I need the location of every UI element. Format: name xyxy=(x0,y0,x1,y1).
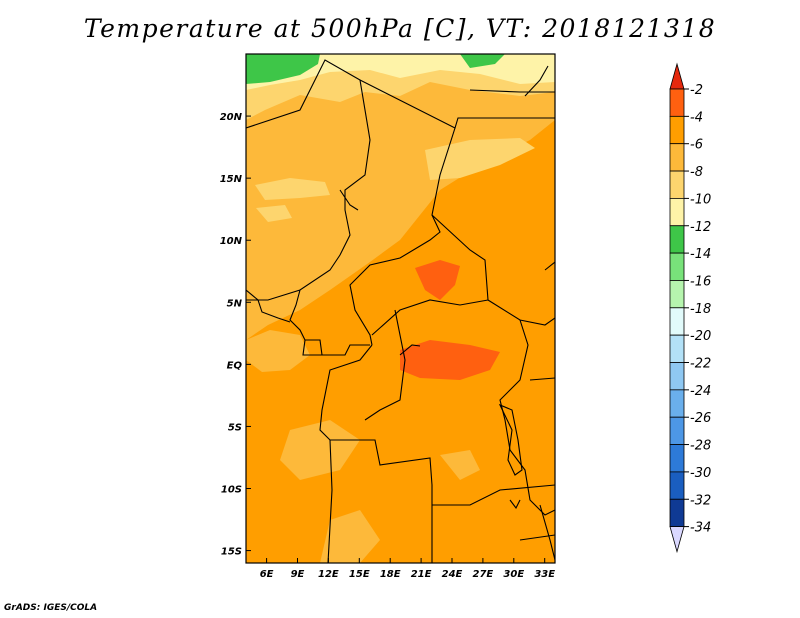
colorbar-level-label: -28 xyxy=(690,439,711,454)
country-borders xyxy=(246,59,555,563)
colorbar-level-label: -30 xyxy=(690,466,711,481)
colorbar-swatch xyxy=(669,197,685,227)
colorbar-swatch xyxy=(669,307,685,336)
map-frame xyxy=(245,53,556,564)
lon-tick-label: 9E xyxy=(291,569,305,580)
colorbar-level-label: -16 xyxy=(690,274,711,289)
colorbar-level-label: -8 xyxy=(690,165,703,180)
lat-tick-label: 20N xyxy=(220,112,243,123)
lon-tick-label: 12E xyxy=(318,569,339,580)
lon-tick-label: 21E xyxy=(411,569,432,580)
map-title: Temperature at 500hPa [C], VT: 201812131… xyxy=(83,14,717,43)
lon-tick-label: 33E xyxy=(534,569,555,580)
lon-tick-label: 30E xyxy=(503,569,524,580)
colorbar-swatch xyxy=(669,389,685,418)
colorbar-swatch xyxy=(669,143,685,172)
colorbar-level-label: -4 xyxy=(690,110,703,125)
colorbar-level-label: -14 xyxy=(690,247,711,262)
colorbar-swatch xyxy=(669,334,685,363)
colorbar-swatch xyxy=(669,280,685,309)
lon-tick-label: 6E xyxy=(260,569,274,580)
lon-tick-label: 18E xyxy=(380,569,401,580)
lat-tick-label: 5S xyxy=(228,422,242,433)
colorbar-swatch xyxy=(669,225,685,254)
colorbar-swatch xyxy=(669,362,685,391)
grads-credit: GrADS: IGES/COLA xyxy=(4,603,98,613)
colorbar-level-label: -20 xyxy=(690,329,711,344)
latitude-axis: 20N 15N 10N 5N EQ 5S 10S 15S xyxy=(220,112,251,558)
colorbar-swatch xyxy=(669,498,685,528)
colorbar-level-label: -6 xyxy=(690,138,703,153)
lat-tick-label: 10N xyxy=(220,236,243,247)
colorbar-level-label: -34 xyxy=(690,521,711,536)
colorbar-swatch xyxy=(669,115,685,145)
colorbar-level-label: -12 xyxy=(690,220,711,235)
colorbar-swatch xyxy=(669,170,685,199)
lat-tick-label: 5N xyxy=(227,298,243,309)
lat-tick-label: 15N xyxy=(220,174,243,185)
colorbar-top-arrow xyxy=(669,62,685,90)
colorbar-level-label: -2 xyxy=(690,83,703,98)
colorbar-swatch xyxy=(669,444,685,473)
colorbar-swatch xyxy=(669,416,685,445)
lon-tick-label: 27E xyxy=(473,569,494,580)
lat-tick-label: EQ xyxy=(227,360,243,371)
lat-tick-label: 15S xyxy=(221,547,242,558)
colorbar-swatch xyxy=(669,471,685,500)
colorbar-swatch xyxy=(669,252,685,281)
lon-tick-label: 15E xyxy=(349,569,370,580)
lat-tick-label: 10S xyxy=(221,485,242,496)
colorbar-level-label: -22 xyxy=(690,357,711,372)
colorbar-level-label: -18 xyxy=(690,302,711,317)
colorbar-bottom-arrow xyxy=(669,526,685,554)
colorbar-swatch xyxy=(669,88,685,117)
colorbar: -2 -4 -6 -8 -10 -12 -14 -16 -18 -20 -22 -24 -26 -28 -3… xyxy=(669,62,711,554)
temperature-field xyxy=(246,54,555,563)
colorbar-level-label: -24 xyxy=(690,384,711,399)
lon-tick-label: 24E xyxy=(442,569,463,580)
colorbar-level-label: -26 xyxy=(690,411,711,426)
longitude-axis: 6E 9E 12E 15E 18E 21E 24E 27E 30E 33E xyxy=(260,558,555,580)
colorbar-level-label: -10 xyxy=(690,192,711,207)
colorbar-level-label: -32 xyxy=(690,493,711,508)
